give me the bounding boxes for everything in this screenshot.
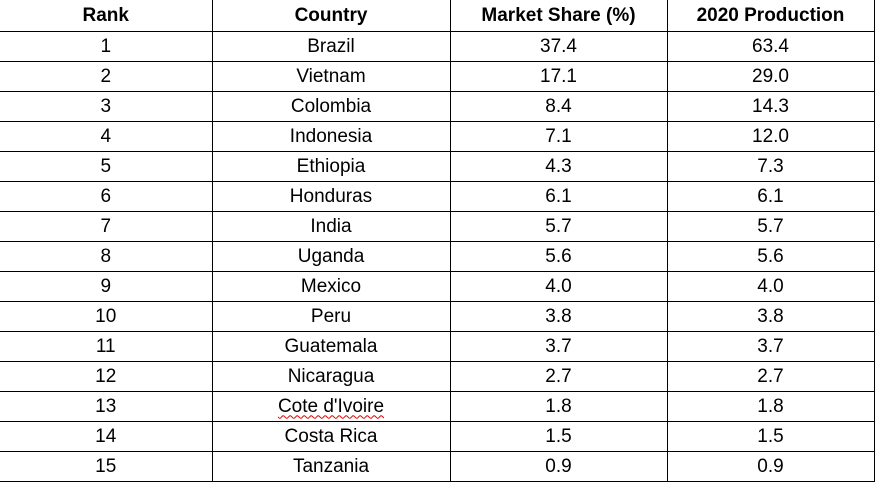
table-cell: 1.8	[666, 391, 875, 422]
table-cell: Cote d'Ivoire	[211, 391, 451, 422]
table-cell: 17.1	[449, 61, 668, 92]
table-row: 8 Uganda 5.6 5.6	[0, 241, 875, 272]
column-header: Rank	[0, 0, 213, 32]
table-cell: 3.8	[449, 301, 668, 332]
table-cell: 5.6	[666, 241, 875, 272]
table-body: 1 Brazil 37.4 63.4 2 Vietnam 17.1 29.0 3 Colombia…	[0, 31, 875, 482]
table-cell: 11	[0, 331, 213, 362]
table-cell: 4.0	[449, 271, 668, 302]
table-cell: 13	[0, 391, 213, 422]
table-row: 9 Mexico 4.0 4.0	[0, 271, 875, 302]
table-cell: 3.7	[449, 331, 668, 362]
cell-text: Cote d'Ivoire	[277, 395, 385, 417]
table-cell: 2.7	[666, 361, 875, 392]
table-cell: 14	[0, 421, 213, 452]
table-cell: 6	[0, 181, 213, 212]
table-cell: Ethiopia	[211, 151, 451, 182]
table-cell: 0.9	[449, 451, 668, 482]
table-cell: 12.0	[666, 121, 875, 152]
table-cell: 63.4	[666, 31, 875, 62]
table-cell: Peru	[211, 301, 451, 332]
table-cell: 8	[0, 241, 213, 272]
column-header: Country	[211, 0, 451, 32]
table-cell: Indonesia	[211, 121, 451, 152]
table-cell: Colombia	[211, 91, 451, 122]
table-cell: 2.7	[449, 361, 668, 392]
table-cell: 3	[0, 91, 213, 122]
table-cell: Guatemala	[211, 331, 451, 362]
table-cell: 0.9	[666, 451, 875, 482]
table-cell: 5.7	[449, 211, 668, 242]
table-row: 12 Nicaragua 2.7 2.7	[0, 361, 875, 392]
table-row: 2 Vietnam 17.1 29.0	[0, 61, 875, 92]
table-cell: 5.7	[666, 211, 875, 242]
table-cell: Mexico	[211, 271, 451, 302]
table-row: 13 Cote d'Ivoire 1.8 1.8	[0, 391, 875, 422]
table-row: 11 Guatemala 3.7 3.7	[0, 331, 875, 362]
table-cell: Nicaragua	[211, 361, 451, 392]
table-cell: 1	[0, 31, 213, 62]
table-cell: 10	[0, 301, 213, 332]
table-cell: Honduras	[211, 181, 451, 212]
table-cell: 4.0	[666, 271, 875, 302]
table-row: 10 Peru 3.8 3.8	[0, 301, 875, 332]
table-cell: 3.7	[666, 331, 875, 362]
table-cell: 8.4	[449, 91, 668, 122]
table-row: 5 Ethiopia 4.3 7.3	[0, 151, 875, 182]
column-header: 2020 Production	[666, 0, 875, 32]
table-cell: Tanzania	[211, 451, 451, 482]
table-cell: 14.3	[666, 91, 875, 122]
table-row: 6 Honduras 6.1 6.1	[0, 181, 875, 212]
table-cell: 1.5	[666, 421, 875, 452]
table-row: 15 Tanzania 0.9 0.9	[0, 451, 875, 482]
table-cell: Brazil	[211, 31, 451, 62]
table-cell: Uganda	[211, 241, 451, 272]
table-cell: 5	[0, 151, 213, 182]
table-row: 7 India 5.7 5.7	[0, 211, 875, 242]
table-row: 14 Costa Rica 1.5 1.5	[0, 421, 875, 452]
table-cell: 4	[0, 121, 213, 152]
table-row: 4 Indonesia 7.1 12.0	[0, 121, 875, 152]
column-header: Market Share (%)	[449, 0, 668, 32]
table-cell: Costa Rica	[211, 421, 451, 452]
table-cell: 6.1	[666, 181, 875, 212]
table-cell: 2	[0, 61, 213, 92]
table-cell: 4.3	[449, 151, 668, 182]
table-cell: 9	[0, 271, 213, 302]
table-cell: 7	[0, 211, 213, 242]
table-cell: 12	[0, 361, 213, 392]
table-cell: 1.5	[449, 421, 668, 452]
table-cell: 1.8	[449, 391, 668, 422]
table-cell: India	[211, 211, 451, 242]
table-row: 1 Brazil 37.4 63.4	[0, 31, 875, 62]
table-row: 3 Colombia 8.4 14.3	[0, 91, 875, 122]
header-row: Rank Country Market Share (%) 2020 Producti…	[0, 0, 875, 32]
table-cell: 3.8	[666, 301, 875, 332]
table-cell: 6.1	[449, 181, 668, 212]
table-cell: 7.1	[449, 121, 668, 152]
table-cell: 37.4	[449, 31, 668, 62]
table-cell: Vietnam	[211, 61, 451, 92]
table-cell: 5.6	[449, 241, 668, 272]
table-cell: 29.0	[666, 61, 875, 92]
table-cell: 15	[0, 451, 213, 482]
table-cell: 7.3	[666, 151, 875, 182]
